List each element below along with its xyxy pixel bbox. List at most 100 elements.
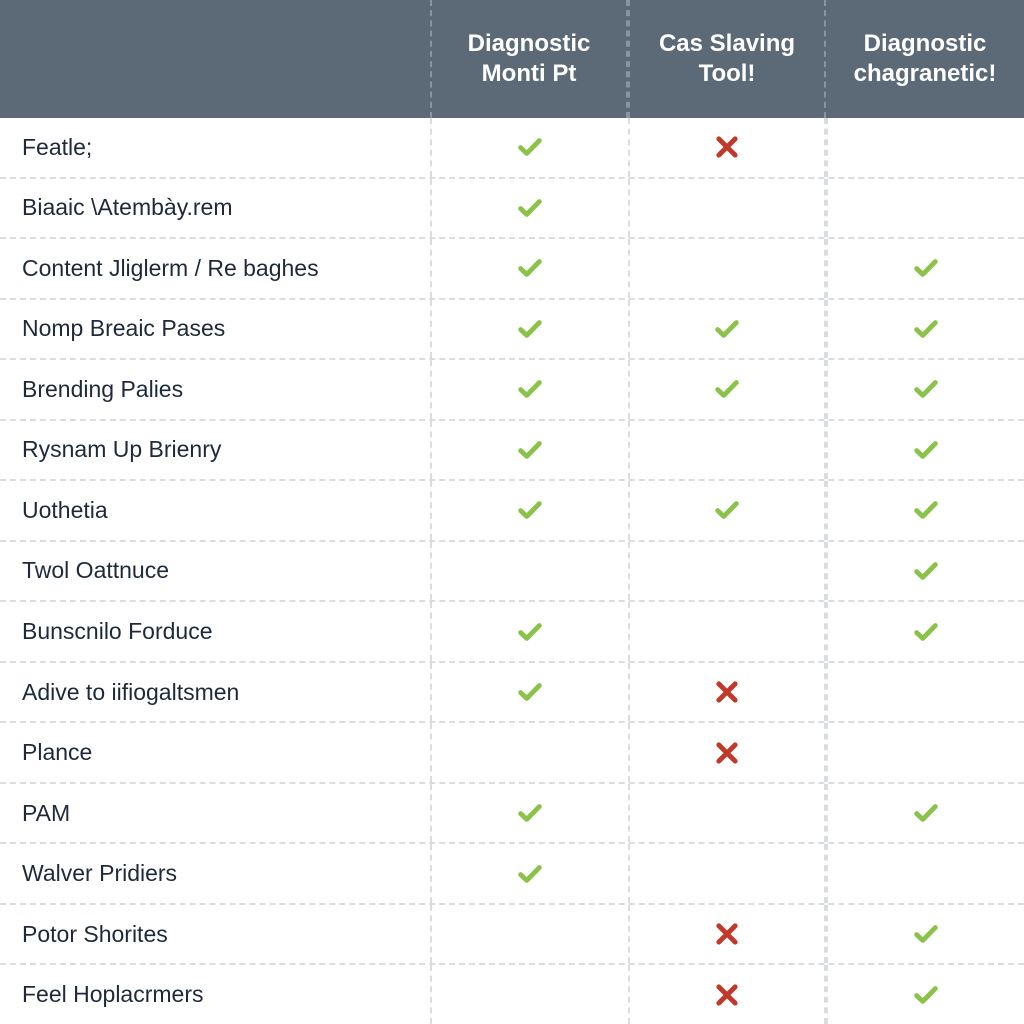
table-row: Rysnam Up Brienry <box>0 421 1024 482</box>
cell-col-b <box>628 360 826 419</box>
check-icon <box>516 618 544 646</box>
cell-col-c <box>826 844 1024 903</box>
check-icon <box>516 375 544 403</box>
cell-col-a <box>430 905 628 964</box>
check-icon <box>912 436 940 464</box>
comparison-table: Diagnostic Monti Pt Cas Slaving Tool! Di… <box>0 0 1024 1024</box>
cross-icon <box>713 739 741 767</box>
cell-col-c <box>826 542 1024 601</box>
table-header-row: Diagnostic Monti Pt Cas Slaving Tool! Di… <box>0 0 1024 118</box>
table-row: Potor Shorites <box>0 905 1024 966</box>
feature-label: Twol Oattnuce <box>0 542 430 601</box>
check-icon <box>516 133 544 161</box>
check-icon <box>516 860 544 888</box>
cell-col-c <box>826 421 1024 480</box>
cell-col-b <box>628 542 826 601</box>
table-row: PAM <box>0 784 1024 845</box>
table-row: Brending Palies <box>0 360 1024 421</box>
feature-label: Walver Pridiers <box>0 844 430 903</box>
header-feature <box>0 0 430 118</box>
cell-col-a <box>430 784 628 843</box>
table-row: Feel Hoplacrmers <box>0 965 1024 1024</box>
cell-col-b <box>628 905 826 964</box>
cell-col-c <box>826 118 1024 177</box>
table-row: Biaaic \Atembày.rem <box>0 179 1024 240</box>
cell-col-b <box>628 844 826 903</box>
check-icon <box>912 618 940 646</box>
cell-col-a <box>430 663 628 722</box>
cell-col-a <box>430 239 628 298</box>
cell-col-b <box>628 602 826 661</box>
table-row: Plance <box>0 723 1024 784</box>
header-col-b: Cas Slaving Tool! <box>628 0 826 118</box>
cell-col-b <box>628 239 826 298</box>
feature-label: Plance <box>0 723 430 782</box>
check-icon <box>912 254 940 282</box>
feature-label: Nomp Breaic Pases <box>0 300 430 359</box>
feature-label: Featle; <box>0 118 430 177</box>
feature-label: Bunscnilo Forduce <box>0 602 430 661</box>
cell-col-a <box>430 965 628 1024</box>
check-icon <box>516 254 544 282</box>
cell-col-c <box>826 179 1024 238</box>
check-icon <box>912 557 940 585</box>
cell-col-c <box>826 300 1024 359</box>
table-row: Walver Pridiers <box>0 844 1024 905</box>
feature-label: Adive to iifiogaltsmen <box>0 663 430 722</box>
check-icon <box>516 194 544 222</box>
cross-icon <box>713 133 741 161</box>
feature-label: Feel Hoplacrmers <box>0 965 430 1024</box>
table-row: Featle; <box>0 118 1024 179</box>
feature-label: Biaaic \Atembày.rem <box>0 179 430 238</box>
cross-icon <box>713 920 741 948</box>
cell-col-b <box>628 663 826 722</box>
feature-label: Potor Shorites <box>0 905 430 964</box>
cell-col-c <box>826 360 1024 419</box>
cell-col-b <box>628 723 826 782</box>
cell-col-a <box>430 602 628 661</box>
cell-col-c <box>826 481 1024 540</box>
check-icon <box>713 375 741 403</box>
cell-col-a <box>430 360 628 419</box>
cell-col-a <box>430 179 628 238</box>
cell-col-a <box>430 481 628 540</box>
cell-col-b <box>628 481 826 540</box>
table-row: Adive to iifiogaltsmen <box>0 663 1024 724</box>
check-icon <box>516 799 544 827</box>
table-row: Bunscnilo Forduce <box>0 602 1024 663</box>
cell-col-c <box>826 965 1024 1024</box>
cross-icon <box>713 678 741 706</box>
table-row: Uothetia <box>0 481 1024 542</box>
cell-col-a <box>430 723 628 782</box>
check-icon <box>912 799 940 827</box>
cell-col-c <box>826 239 1024 298</box>
table-row: Twol Oattnuce <box>0 542 1024 603</box>
cell-col-b <box>628 300 826 359</box>
check-icon <box>713 315 741 343</box>
feature-label: Brending Palies <box>0 360 430 419</box>
cell-col-a <box>430 300 628 359</box>
cell-col-b <box>628 965 826 1024</box>
feature-label: Rysnam Up Brienry <box>0 421 430 480</box>
cell-col-a <box>430 118 628 177</box>
cell-col-a <box>430 542 628 601</box>
table-body: Featle;Biaaic \Atembày.remContent Jligle… <box>0 118 1024 1024</box>
feature-label: PAM <box>0 784 430 843</box>
check-icon <box>713 496 741 524</box>
cell-col-b <box>628 421 826 480</box>
check-icon <box>912 496 940 524</box>
cell-col-c <box>826 784 1024 843</box>
cell-col-c <box>826 602 1024 661</box>
check-icon <box>912 375 940 403</box>
check-icon <box>912 920 940 948</box>
check-icon <box>516 496 544 524</box>
feature-label: Uothetia <box>0 481 430 540</box>
feature-label: Content Jliglerm / Re baghes <box>0 239 430 298</box>
header-col-a: Diagnostic Monti Pt <box>430 0 628 118</box>
table-row: Nomp Breaic Pases <box>0 300 1024 361</box>
check-icon <box>516 436 544 464</box>
check-icon <box>516 678 544 706</box>
table-row: Content Jliglerm / Re baghes <box>0 239 1024 300</box>
cell-col-c <box>826 723 1024 782</box>
cell-col-b <box>628 784 826 843</box>
